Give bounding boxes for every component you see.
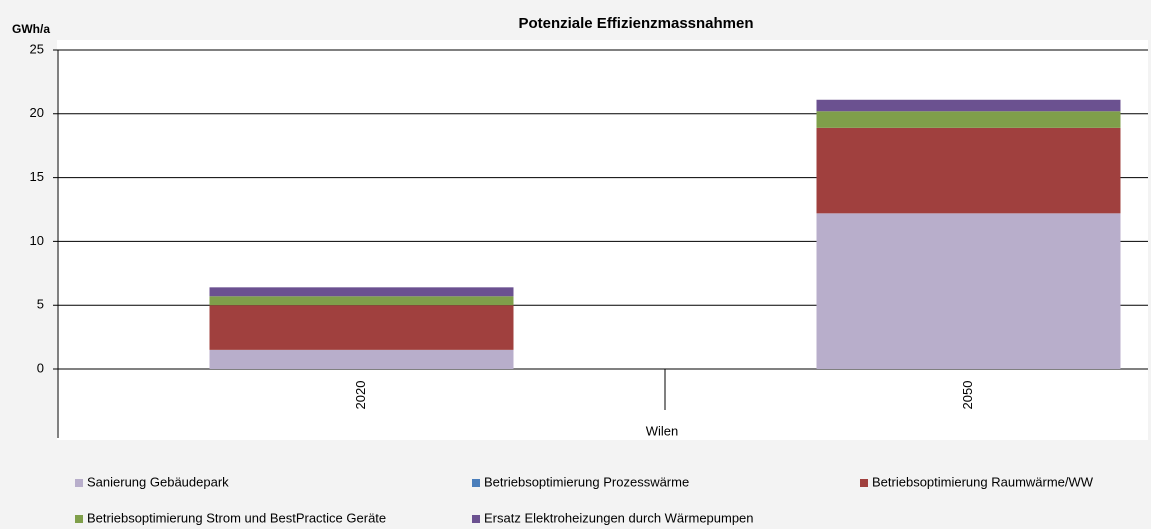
bar-segment <box>209 287 514 297</box>
x-tick-label: 2050 <box>960 381 975 410</box>
legend-label: Sanierung Gebäudepark <box>87 474 229 489</box>
bar-segment <box>209 305 514 350</box>
bar-segment <box>816 99 1121 112</box>
legend-label: Betriebsoptimierung Raumwärme/WW <box>872 474 1094 489</box>
y-tick-label: 25 <box>30 41 44 56</box>
y-tick-label: 20 <box>30 105 44 120</box>
x-tick-label: 2020 <box>353 381 368 410</box>
y-axis-label: GWh/a <box>12 22 50 36</box>
legend-label: Betriebsoptimierung Strom und BestPracti… <box>87 510 386 525</box>
legend-label: Ersatz Elektroheizungen durch Wärmepumpe… <box>484 510 754 525</box>
y-tick-label: 10 <box>30 233 44 248</box>
legend-swatch <box>75 515 83 523</box>
legend-label: Betriebsoptimierung Prozesswärme <box>484 474 689 489</box>
bar-segment <box>209 296 514 306</box>
legend-swatch <box>472 515 480 523</box>
chart-title: Potenziale Effizienzmassnahmen <box>518 15 753 32</box>
bar-segment <box>209 349 514 369</box>
y-tick-label: 0 <box>37 360 44 375</box>
y-tick-label: 15 <box>30 169 44 184</box>
y-tick-label: 5 <box>37 297 44 312</box>
legend-swatch <box>75 479 83 487</box>
bar-segment <box>816 111 1121 128</box>
bar-segment <box>816 127 1121 214</box>
legend-swatch <box>472 479 480 487</box>
bar-segment <box>816 213 1121 369</box>
x-axis-label: Wilen <box>646 423 679 438</box>
legend-swatch <box>860 479 868 487</box>
